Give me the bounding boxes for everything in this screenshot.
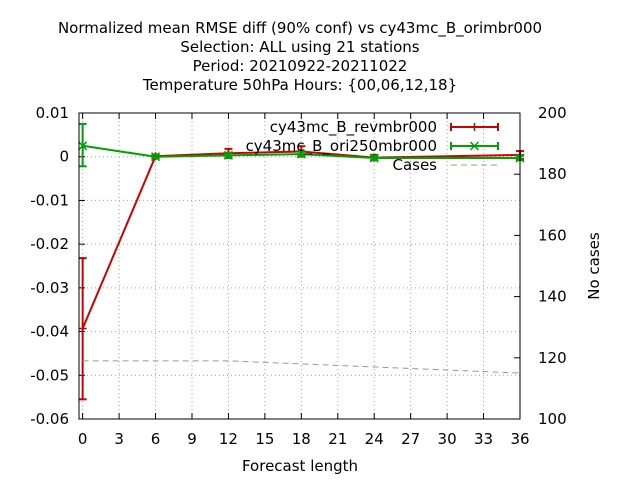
x-tick-label-9: 27	[401, 430, 420, 448]
chart-title: Normalized mean RMSE diff (90% conf) vs …	[58, 19, 542, 94]
y-tick-label-4: -0.03	[30, 279, 69, 297]
data-point-1-1	[151, 152, 161, 162]
y-tick-label-3: -0.02	[30, 235, 69, 253]
series-line-2	[82, 360, 521, 374]
legend-marker-1	[469, 141, 480, 151]
x-tick-label-4: 12	[219, 430, 238, 448]
y-tick-label-7: -0.06	[30, 410, 69, 428]
legend-marker-1-b	[469, 141, 480, 151]
legend: cy43mc_B_revmbr000cy43mc_B_ori250mbr000C…	[246, 118, 499, 174]
y2-tick-label-5: 100	[538, 410, 567, 428]
data-point-0-0	[78, 324, 87, 333]
y2-tick-label-0: 200	[538, 104, 567, 122]
legend-marker-0	[470, 123, 479, 131]
y2-tick-label-2: 160	[538, 226, 567, 244]
x-tick-label-10: 30	[438, 430, 457, 448]
title-line-1: Normalized mean RMSE diff (90% conf) vs …	[58, 19, 542, 38]
y2-tick-label-3: 140	[538, 288, 567, 306]
y-tick-label-2: -0.01	[30, 191, 69, 209]
y2-tick-label-1: 180	[538, 165, 567, 183]
plot-frame	[78, 112, 521, 420]
data-point-1-2-b	[223, 150, 233, 160]
data-point-1-0-b	[78, 141, 88, 151]
data-point-1-2	[223, 150, 233, 160]
x-tick-label-1: 3	[114, 430, 124, 448]
legend-label-2: Cases	[392, 156, 437, 174]
series-line-1	[82, 144, 520, 160]
y-tick-labels: 0.01 0 -0.01 -0.02 -0.03 -0.04 -0.05 -0.06	[30, 104, 69, 428]
x-tick-label-8: 24	[365, 430, 384, 448]
y2-axis-label: No cases	[585, 232, 603, 300]
series-1	[78, 122, 525, 168]
x-tick-label-3: 9	[187, 430, 197, 448]
data-point-1-3-b	[296, 149, 306, 159]
legend-label-0: cy43mc_B_revmbr000	[270, 118, 437, 137]
x-axis-label: Forecast length	[242, 457, 358, 475]
legend-label-1: cy43mc_B_ori250mbr000	[246, 137, 437, 156]
y2-tick-labels: 200 180 160 140 120 100	[538, 104, 567, 428]
y2-tick-label-4: 120	[538, 349, 567, 367]
y-tick-label-5: -0.04	[30, 323, 69, 341]
y-tick-label-0: 0.01	[36, 104, 69, 122]
data-point-1-0	[78, 141, 88, 151]
x-tick-labels: 0 3 6 9 12 15 18 21 24 27 30 33 36	[78, 430, 530, 448]
data-point-1-1-b	[151, 152, 161, 162]
title-line-4: Temperature 50hPa Hours: {00,06,12,18}	[142, 76, 457, 94]
x-tick-label-11: 33	[474, 430, 493, 448]
x-tick-label-0: 0	[78, 430, 88, 448]
x-tick-label-12: 36	[510, 430, 529, 448]
data-point-1-3	[296, 149, 306, 159]
series-2	[82, 360, 521, 374]
x-tick-label-6: 18	[292, 430, 311, 448]
data-point-1-4-b	[369, 153, 379, 163]
title-line-3: Period: 20210922-20211022	[193, 57, 408, 75]
y-tick-label-1: 0	[59, 148, 69, 166]
y-tick-label-6: -0.05	[30, 366, 69, 384]
x-tick-label-2: 6	[151, 430, 161, 448]
x-tick-label-7: 21	[328, 430, 347, 448]
data-point-1-4	[369, 153, 379, 163]
x-tick-label-5: 15	[255, 430, 274, 448]
title-line-2: Selection: ALL using 21 stations	[180, 38, 419, 56]
